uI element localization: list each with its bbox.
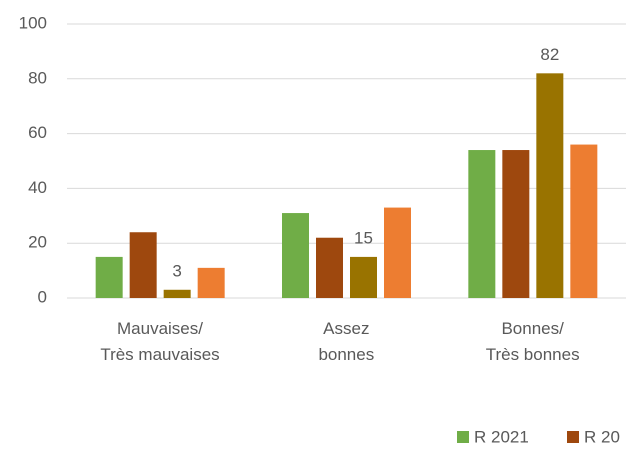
bar — [163, 289, 191, 298]
y-tick-label: 0 — [38, 287, 47, 306]
x-tick-label: Bonnes/ Très bonnes — [485, 319, 580, 364]
bar — [282, 213, 309, 298]
legend-label: R 20 — [584, 427, 620, 446]
bar — [95, 256, 123, 298]
data-label: 15 — [354, 228, 373, 247]
bar — [468, 150, 496, 298]
bar — [536, 73, 564, 298]
legend-swatch — [457, 431, 469, 443]
bar — [129, 232, 157, 298]
data-label: 82 — [540, 45, 559, 64]
bar — [570, 144, 598, 298]
bar — [384, 207, 411, 298]
x-tick-label: Mauvaises/ Très mauvaises — [100, 319, 220, 364]
legend-label: R 2021 — [474, 427, 529, 446]
bar — [502, 150, 530, 298]
y-tick-label: 40 — [28, 178, 47, 197]
data-label: 3 — [172, 261, 181, 280]
bar — [350, 256, 377, 298]
bar — [197, 267, 225, 298]
legend-swatch — [567, 431, 579, 443]
y-tick-label: 80 — [28, 68, 47, 87]
y-tick-label: 100 — [19, 13, 47, 32]
y-tick-label: 60 — [28, 123, 47, 142]
y-tick-label: 20 — [28, 233, 47, 252]
bar — [316, 237, 343, 298]
x-tick-label: Assez bonnes — [318, 319, 375, 364]
